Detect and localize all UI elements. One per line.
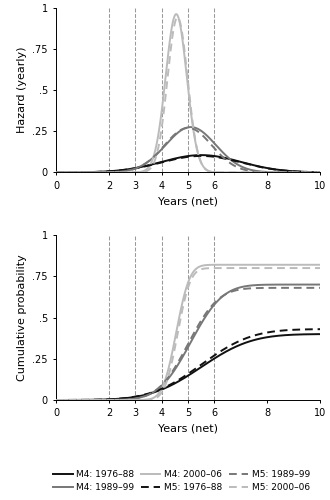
X-axis label: Years (net): Years (net): [158, 196, 218, 206]
Y-axis label: Hazard (yearly): Hazard (yearly): [17, 46, 27, 133]
Y-axis label: Cumulative probability: Cumulative probability: [17, 254, 27, 381]
X-axis label: Years (net): Years (net): [158, 424, 218, 434]
Legend: M4: 1976–88, M4: 1989–99, M4: 2000–06, M5: 1976–88, M5: 1989–99, M5: 2000–06: M4: 1976–88, M4: 1989–99, M4: 2000–06, M…: [49, 466, 314, 496]
